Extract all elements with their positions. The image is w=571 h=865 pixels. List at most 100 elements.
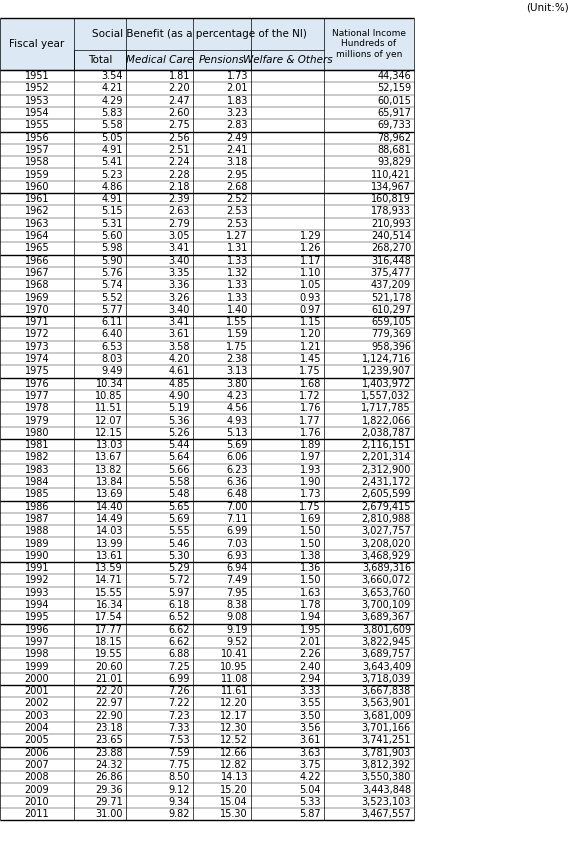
Text: 5.29: 5.29 (168, 563, 190, 573)
Text: 60,015: 60,015 (377, 96, 411, 106)
Text: 10.34: 10.34 (95, 379, 123, 388)
Text: 29.36: 29.36 (95, 785, 123, 795)
Text: 1963: 1963 (25, 219, 49, 228)
Text: 9.19: 9.19 (227, 625, 248, 635)
Text: 3,812,392: 3,812,392 (361, 760, 411, 770)
Bar (0, 808, 414, 820)
Text: 7.22: 7.22 (168, 698, 190, 708)
Text: 1.10: 1.10 (300, 268, 321, 278)
Text: 2003: 2003 (25, 711, 49, 721)
Text: 4.86: 4.86 (102, 182, 123, 192)
Text: 4.20: 4.20 (168, 354, 190, 364)
Text: 78,962: 78,962 (377, 132, 411, 143)
Text: 3,563,901: 3,563,901 (362, 698, 411, 708)
Bar (0, 230, 414, 242)
Text: 6.62: 6.62 (168, 625, 190, 635)
Text: 1999: 1999 (25, 662, 49, 671)
Text: 12.20: 12.20 (220, 698, 248, 708)
Text: 3,718,039: 3,718,039 (362, 674, 411, 684)
Text: 1988: 1988 (25, 526, 49, 536)
Text: 9.49: 9.49 (102, 367, 123, 376)
Text: 1987: 1987 (25, 514, 49, 524)
Text: 12.52: 12.52 (220, 735, 248, 746)
Bar (0, 242, 414, 254)
Text: 375,477: 375,477 (371, 268, 411, 278)
Text: 1.50: 1.50 (300, 526, 321, 536)
Text: 14.49: 14.49 (95, 514, 123, 524)
Text: 1.21: 1.21 (300, 342, 321, 352)
Text: 1958: 1958 (25, 157, 49, 167)
Text: 1.27: 1.27 (226, 231, 248, 241)
Text: 5.58: 5.58 (168, 477, 190, 487)
Bar (0, 107, 414, 119)
Bar (0, 181, 414, 193)
Text: 1.75: 1.75 (299, 367, 321, 376)
Bar (0, 365, 414, 377)
Bar (0, 734, 414, 746)
Text: 1.97: 1.97 (300, 452, 321, 463)
Text: 5.48: 5.48 (168, 490, 190, 499)
Text: 1968: 1968 (25, 280, 49, 291)
Bar (0, 562, 414, 574)
Text: 1981: 1981 (25, 440, 49, 450)
Bar (0, 119, 414, 131)
Text: 2,201,314: 2,201,314 (361, 452, 411, 463)
Text: 69,733: 69,733 (377, 120, 411, 131)
Bar (0, 612, 414, 624)
Text: 3.55: 3.55 (299, 698, 321, 708)
Text: 12.17: 12.17 (220, 711, 248, 721)
Text: 1983: 1983 (25, 465, 49, 475)
Text: 17.54: 17.54 (95, 612, 123, 622)
Text: 4.23: 4.23 (227, 391, 248, 401)
Text: 19.55: 19.55 (95, 650, 123, 659)
Text: 2010: 2010 (25, 797, 49, 807)
Text: 10.85: 10.85 (95, 391, 123, 401)
Text: 1965: 1965 (25, 243, 49, 253)
Text: 17.77: 17.77 (95, 625, 123, 635)
Text: 4.61: 4.61 (168, 367, 190, 376)
Text: 6.93: 6.93 (227, 551, 248, 561)
Text: 1975: 1975 (25, 367, 49, 376)
Text: 5.76: 5.76 (102, 268, 123, 278)
Bar (0, 624, 414, 636)
Text: 1.89: 1.89 (300, 440, 321, 450)
Bar (0, 70, 414, 82)
Bar (0, 673, 414, 685)
Text: 13.03: 13.03 (95, 440, 123, 450)
Bar (0, 476, 414, 488)
Text: 1971: 1971 (25, 317, 49, 327)
Text: 3.61: 3.61 (300, 735, 321, 746)
Text: 6.06: 6.06 (227, 452, 248, 463)
Bar (74, 50, 126, 70)
Text: 2.01: 2.01 (227, 83, 248, 93)
Text: 7.59: 7.59 (168, 747, 190, 758)
Text: 22.20: 22.20 (95, 686, 123, 696)
Text: 23.88: 23.88 (95, 747, 123, 758)
Text: 3,208,020: 3,208,020 (361, 539, 411, 548)
Text: 268,270: 268,270 (371, 243, 411, 253)
Text: 437,209: 437,209 (371, 280, 411, 291)
Bar (0, 169, 414, 181)
Text: 3.61: 3.61 (168, 330, 190, 339)
Bar (0, 599, 414, 612)
Text: 1,124,716: 1,124,716 (361, 354, 411, 364)
Text: 5.66: 5.66 (168, 465, 190, 475)
Text: 3.40: 3.40 (168, 256, 190, 266)
Text: 1.20: 1.20 (300, 330, 321, 339)
Text: 3.58: 3.58 (168, 342, 190, 352)
Text: 9.08: 9.08 (227, 612, 248, 622)
Text: 1.33: 1.33 (227, 280, 248, 291)
Text: 7.25: 7.25 (168, 662, 190, 671)
Text: 1,403,972: 1,403,972 (361, 379, 411, 388)
Text: 1996: 1996 (25, 625, 49, 635)
Text: 2.28: 2.28 (168, 170, 190, 180)
Text: 1974: 1974 (25, 354, 49, 364)
Text: 1961: 1961 (25, 194, 49, 204)
Bar (0, 131, 414, 144)
Text: 14.13: 14.13 (220, 772, 248, 782)
Text: 2.60: 2.60 (168, 108, 190, 118)
Text: 4.29: 4.29 (102, 96, 123, 106)
Text: 23.18: 23.18 (95, 723, 123, 733)
Text: 1.68: 1.68 (300, 379, 321, 388)
Bar (0, 390, 414, 402)
